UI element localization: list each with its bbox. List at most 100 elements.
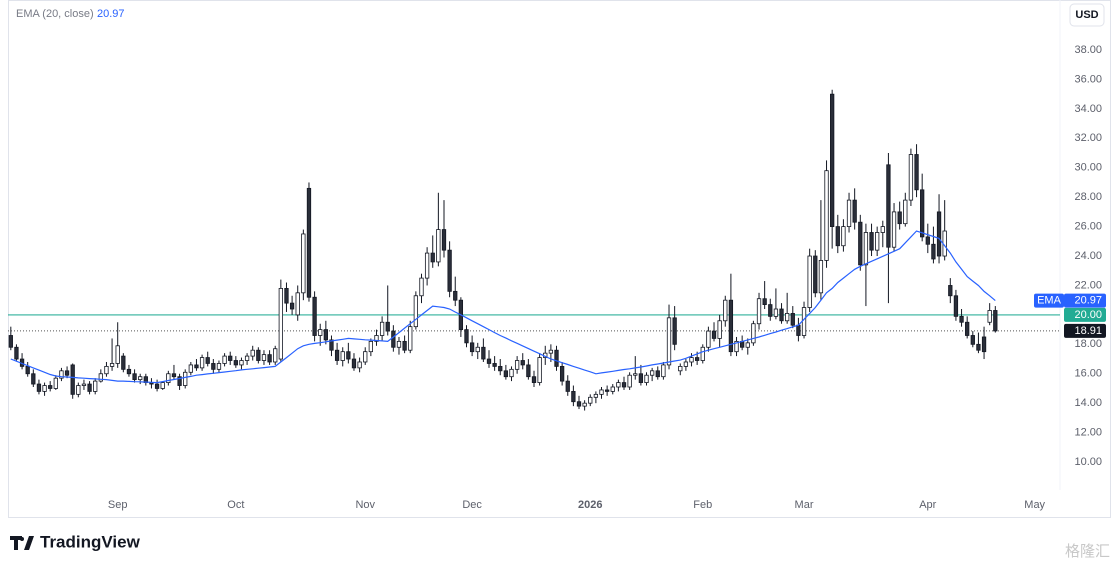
candle-body	[734, 340, 739, 353]
candle-body	[582, 402, 587, 407]
candle-body	[818, 260, 824, 294]
branding: TradingView	[40, 532, 141, 551]
watermark: 格隆汇	[1065, 543, 1110, 560]
candle-body	[424, 252, 430, 279]
y-tick-label: 26.00	[1074, 221, 1102, 233]
candle-body	[53, 377, 58, 389]
candle-body	[695, 357, 700, 361]
candle-body	[177, 376, 182, 386]
ema-name-label: EMA	[1037, 295, 1062, 307]
candle-body	[565, 380, 570, 392]
candle-body	[233, 360, 238, 366]
candle-body	[925, 236, 930, 245]
candle-body	[779, 308, 784, 322]
candle-body	[801, 307, 807, 336]
candle-body	[301, 233, 306, 294]
candle-body	[278, 288, 283, 360]
candle-body	[835, 226, 840, 247]
candle-body	[599, 389, 604, 395]
x-tick-label: Mar	[795, 499, 814, 511]
candle-body	[627, 374, 632, 388]
candle-body	[346, 351, 351, 360]
candle-body	[87, 383, 92, 392]
candle-body	[604, 389, 610, 392]
candle-body	[306, 187, 312, 298]
candle-body	[824, 170, 829, 261]
candle-body	[621, 382, 627, 388]
candle-body	[554, 349, 559, 367]
candle-body	[126, 368, 132, 375]
candle-body	[610, 386, 615, 392]
candle-body	[329, 339, 334, 351]
candle-body	[514, 360, 520, 370]
candle-body	[633, 373, 638, 376]
candle-body	[841, 226, 846, 247]
candle-body	[852, 199, 857, 223]
candle-body	[576, 401, 582, 407]
candle-body	[813, 255, 818, 294]
candle-body	[768, 304, 773, 317]
candle-body	[897, 211, 902, 225]
candle-body	[723, 299, 728, 322]
candle-body	[70, 364, 75, 395]
candle-body	[42, 385, 47, 392]
indicator-name: EMA (20, close)	[16, 8, 94, 20]
candle-body	[239, 360, 244, 366]
y-tick-label: 38.00	[1074, 44, 1102, 56]
ema-name-tag	[1034, 293, 1064, 308]
candle-body	[728, 299, 734, 353]
candle-body	[756, 298, 762, 325]
candle-body	[115, 345, 120, 364]
candle-body	[903, 199, 908, 225]
horizontal-line-tag-label: 20.00	[1074, 309, 1102, 321]
x-tick-label: Nov	[355, 499, 375, 511]
candle-body	[965, 321, 970, 336]
candle-body	[36, 383, 42, 392]
candle-body	[357, 361, 362, 369]
candle-body	[244, 355, 250, 361]
candle-body	[363, 351, 368, 363]
candle-body	[379, 321, 385, 336]
candle-body	[14, 346, 19, 360]
candle-body	[588, 396, 593, 404]
candle-body	[205, 357, 210, 364]
candle-body	[689, 357, 694, 363]
candle-body	[464, 329, 469, 344]
candle-body	[762, 298, 767, 305]
horizontal-line-tag	[1064, 307, 1106, 322]
candle-body	[391, 330, 396, 348]
candle-body	[402, 340, 407, 351]
x-tick-label: Dec	[462, 499, 482, 511]
candle-body	[649, 370, 655, 376]
candle-body	[869, 232, 874, 251]
candle-body	[289, 302, 295, 310]
candle-body	[481, 346, 486, 360]
candle-body	[953, 295, 959, 317]
currency[interactable]: USD	[1075, 9, 1098, 21]
candle-body	[790, 313, 795, 326]
candle-body	[644, 374, 649, 383]
y-tick-label: 32.00	[1074, 132, 1102, 144]
candle-body	[93, 380, 98, 392]
last-price-tag-label: 18.91	[1074, 325, 1102, 337]
x-tick-label: May	[1024, 499, 1045, 511]
candle-body	[160, 382, 165, 389]
currency-box[interactable]	[1069, 3, 1105, 27]
candle-body	[132, 373, 137, 381]
candle-body	[340, 351, 345, 361]
candle-body	[413, 295, 419, 328]
candle-body	[520, 360, 525, 366]
candle-body	[284, 288, 289, 304]
y-tick-label: 28.00	[1074, 191, 1102, 203]
candle-body	[138, 376, 143, 381]
candle-body	[492, 363, 497, 367]
candle-body	[593, 393, 599, 398]
candle-body	[891, 211, 897, 248]
candle-body	[199, 357, 205, 369]
candle-body	[571, 391, 576, 403]
candle-body	[368, 340, 373, 353]
candle-body	[154, 383, 160, 389]
candle-body	[880, 226, 885, 233]
candle-body	[531, 376, 537, 383]
